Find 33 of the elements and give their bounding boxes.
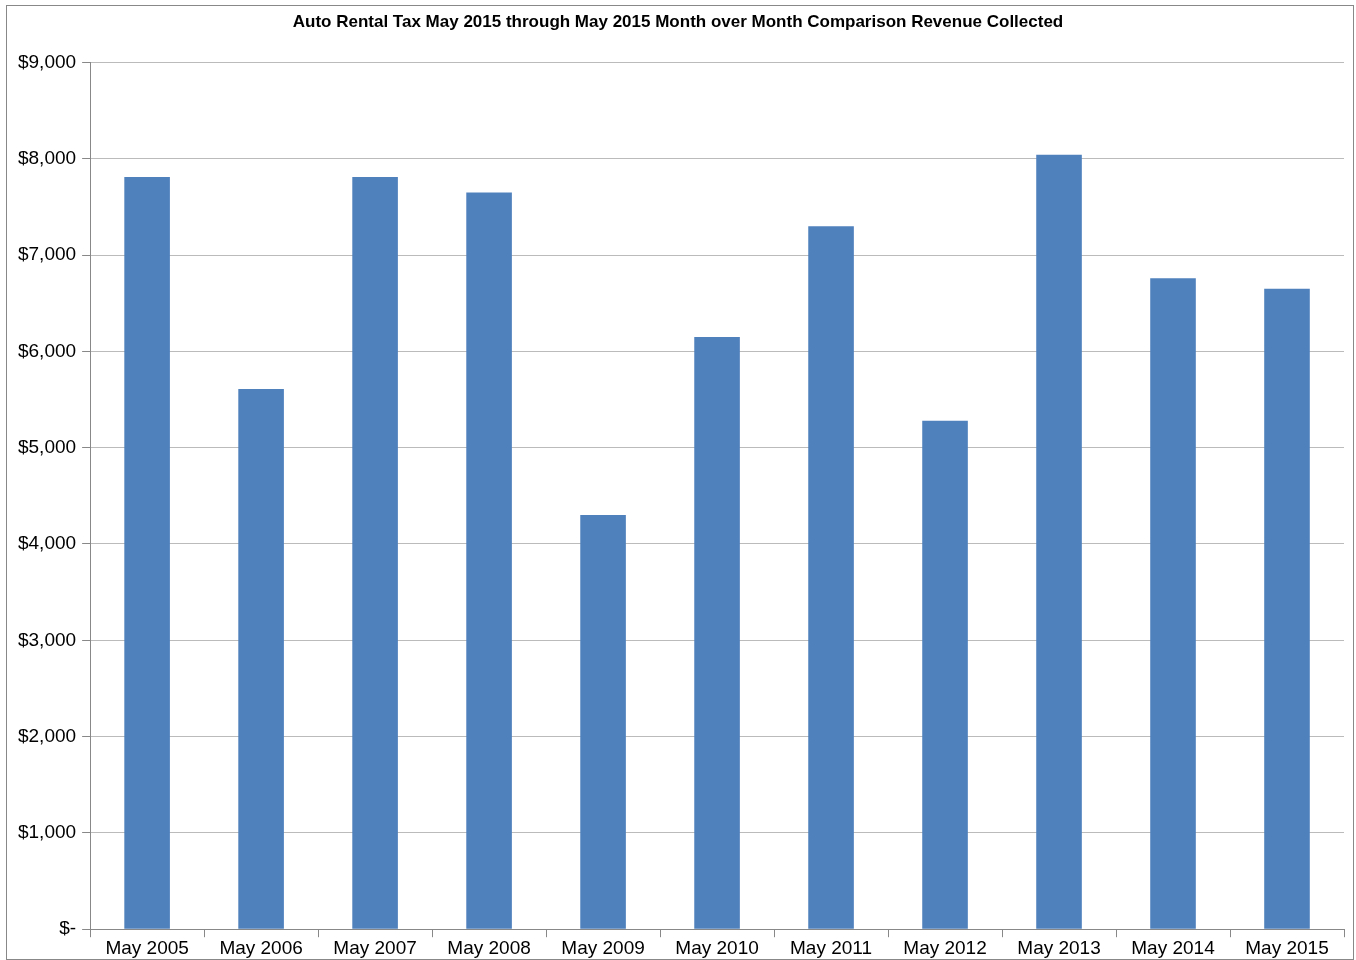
x-tick-label: May 2009 <box>561 936 645 958</box>
y-tick-label: $7,000 <box>17 243 77 265</box>
x-tick-label: May 2014 <box>1131 936 1216 958</box>
bar <box>124 177 170 929</box>
bar <box>694 336 740 929</box>
bar <box>1264 288 1310 929</box>
bar <box>1150 278 1196 929</box>
bar <box>1036 154 1082 929</box>
chart-title: Auto Rental Tax May 2015 through May 2015 Month over Month Comparison Revenue Collected <box>292 11 1064 31</box>
x-tick-label: May 2012 <box>903 936 987 958</box>
bar <box>808 226 854 929</box>
x-tick-label: May 2015 <box>1245 936 1329 958</box>
y-tick-label: $5,000 <box>17 435 77 457</box>
y-tick-label: $6,000 <box>17 339 77 361</box>
x-tick-label: May 2013 <box>1017 936 1101 958</box>
x-tick-label: May 2011 <box>790 936 873 958</box>
y-tick-label: $4,000 <box>17 532 77 554</box>
bar <box>580 515 626 929</box>
x-tick-label: May 2008 <box>447 936 531 958</box>
bar <box>466 192 512 929</box>
y-tick-label: $- <box>59 917 77 939</box>
x-tick-label: May 2006 <box>219 936 303 958</box>
bar <box>352 177 398 929</box>
y-tick-label: $3,000 <box>17 628 77 650</box>
y-tick-label: $2,000 <box>17 724 77 746</box>
x-tick-label: May 2007 <box>333 936 417 958</box>
y-tick-label: $8,000 <box>17 146 77 168</box>
y-tick-label: $1,000 <box>17 821 77 843</box>
bar <box>238 388 284 929</box>
y-tick-label: $9,000 <box>17 50 77 72</box>
bar <box>922 420 968 929</box>
x-tick-label: May 2005 <box>105 936 189 958</box>
x-tick-label: May 2010 <box>675 936 759 958</box>
